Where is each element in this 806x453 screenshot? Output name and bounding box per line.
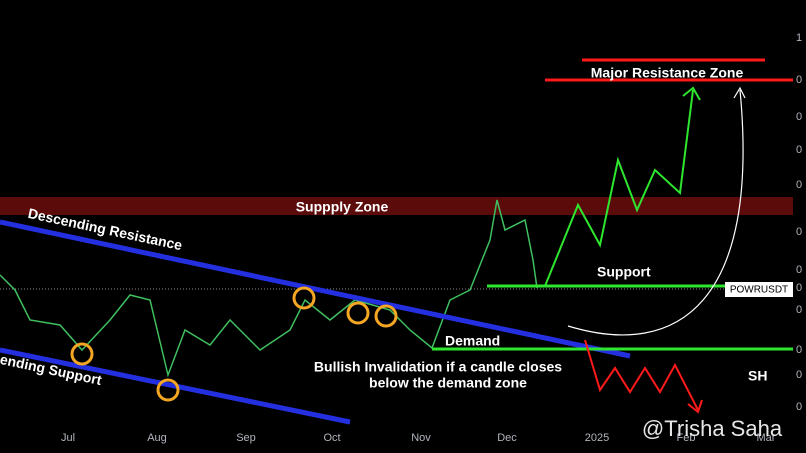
price-label: 0 <box>796 369 802 381</box>
watermark: @Trisha Saha <box>642 416 783 441</box>
month-label: Feb <box>677 432 696 444</box>
bull-path <box>544 89 694 287</box>
bear-path <box>584 339 699 411</box>
annotation: Suppply Zone <box>296 199 389 215</box>
price-label: 0 <box>796 144 802 156</box>
supply-zone <box>0 197 793 215</box>
price-label: 0 <box>796 226 802 238</box>
annotation: Support <box>597 264 651 280</box>
price-label: 1 <box>796 32 802 44</box>
annotation: below the demand zone <box>369 375 527 391</box>
price-label: 0 <box>796 179 802 191</box>
symbol-label: POWRUSDT <box>730 285 788 296</box>
price-label: 0 <box>796 401 802 413</box>
touch-points <box>70 286 398 402</box>
annotation: Demand <box>445 333 500 349</box>
month-label: Oct <box>323 432 340 444</box>
month-label: Aug <box>147 432 167 444</box>
price-label: 0 <box>796 264 802 276</box>
annotation: Bullish Invalidation if a candle closes <box>314 359 562 375</box>
price-label: 0 <box>796 111 802 123</box>
month-label: Jul <box>61 432 75 444</box>
price-label: 0 <box>796 74 802 86</box>
price-path <box>0 199 538 378</box>
price-label: 0 <box>796 282 802 294</box>
price-axis <box>793 0 806 453</box>
descending-support <box>0 347 351 425</box>
symbol-tag <box>725 282 793 297</box>
annotation: SH <box>748 368 767 384</box>
annotation: Major Resistance Zone <box>591 65 744 81</box>
price-label: 0 <box>796 304 802 316</box>
month-label: 2025 <box>585 432 609 444</box>
price-label: 0 <box>796 344 802 356</box>
arrow-head <box>687 399 703 414</box>
descending-resistance <box>0 219 631 359</box>
month-label: Mar <box>757 432 776 444</box>
arrow-head <box>682 86 701 101</box>
recovery-curve <box>567 89 744 336</box>
month-label: Sep <box>236 432 256 444</box>
month-label: Nov <box>411 432 431 444</box>
month-label: Dec <box>497 432 517 444</box>
arrow-head <box>733 86 746 99</box>
